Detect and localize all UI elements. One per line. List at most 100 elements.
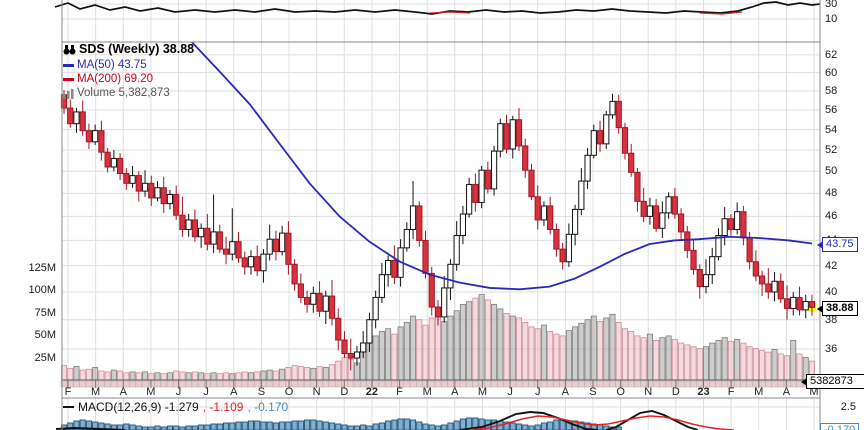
volume-bar [603, 317, 610, 381]
volume-bar [752, 348, 759, 381]
volume-bar [104, 371, 111, 381]
volume-bar [696, 348, 703, 381]
volume-bar [322, 366, 329, 381]
date-strip-tick [353, 380, 361, 388]
candle-body [360, 342, 367, 353]
last-price-callout: 38.88 [817, 301, 858, 316]
candle-body [752, 261, 759, 277]
candle-body [603, 114, 610, 145]
price-axis-label: 62 [825, 48, 838, 61]
macd-histogram-bar [534, 424, 541, 430]
price-axis-label: 48 [825, 187, 838, 200]
candle-body [484, 169, 491, 190]
volume-bar [210, 372, 217, 381]
volume-bar [391, 333, 398, 381]
date-strip-tick [521, 380, 529, 388]
macd-signal-line [467, 415, 735, 430]
macd-histogram-bar [241, 421, 248, 430]
volume-bar [223, 372, 230, 381]
candle-body [279, 232, 286, 253]
macd-histogram-bar [596, 424, 604, 430]
candle-body [671, 196, 678, 215]
candle-body [634, 171, 641, 202]
volume-bar [198, 372, 205, 381]
macd-histogram-bar [73, 420, 80, 430]
volume-bar [478, 294, 485, 381]
macd-line [459, 411, 599, 430]
volume-bar [540, 324, 547, 381]
macd-histogram-bar [117, 424, 124, 430]
macd-histogram-bar [135, 425, 142, 430]
volume-bar [621, 328, 628, 381]
macd-signal-label: , -1.109 [202, 400, 244, 414]
candle-body [353, 351, 361, 359]
candle-body [403, 228, 410, 249]
candle-body [740, 211, 747, 239]
volume-axis-label: 25M [34, 351, 56, 364]
volume-bar [765, 351, 772, 381]
macd-histogram-bar [353, 425, 361, 430]
binoculars-icon [63, 45, 76, 55]
upper-panel-axis-label: 30 [825, 0, 838, 10]
candle-body [322, 295, 329, 312]
volume-bar [665, 335, 672, 381]
volume-bar [304, 366, 311, 381]
candle-body [154, 187, 161, 199]
macd-histogram-bar [173, 425, 180, 430]
volume-bar [216, 373, 223, 381]
date-axis-label: M [809, 386, 819, 398]
macd-histogram-bar [85, 420, 92, 430]
date-axis-label: M [146, 386, 156, 398]
candle-body [266, 238, 273, 255]
candle-body [771, 280, 778, 293]
candle-body [173, 193, 180, 216]
volume-bar [123, 372, 130, 381]
ma50-label: MA(50) 43.75 [77, 59, 147, 71]
volume-bar [453, 310, 460, 381]
volume-label: Volume 5,382,873 [77, 87, 170, 99]
macd-hist-label: , -0.170 [247, 400, 289, 414]
macd-histogram-bar [478, 418, 485, 430]
candle-body [615, 100, 622, 129]
price-axis-label: 46 [825, 210, 838, 223]
date-axis-label: D [340, 386, 349, 398]
candle-body [478, 169, 485, 203]
volume-bar [385, 328, 392, 381]
volume-axis-label: 75M [34, 306, 56, 319]
macd-histogram-bar [347, 425, 354, 430]
volume-bar [484, 299, 491, 381]
macd-histogram-bar [403, 418, 410, 430]
volume-bar [740, 342, 747, 381]
candle-body [272, 238, 280, 253]
macd-histogram-bar [385, 420, 392, 430]
volume-bar [702, 346, 709, 381]
volume-axis-label: 125M [28, 261, 56, 274]
candle-body [416, 205, 423, 241]
candle-body [453, 235, 460, 265]
upper-panel-axis-label: 10 [825, 13, 838, 25]
candle-body [621, 127, 629, 154]
volume-bar [98, 370, 105, 381]
candle-body [777, 280, 784, 300]
macd-histogram-bar [397, 418, 404, 430]
volume-bar [528, 326, 535, 381]
macd-histogram-bar [590, 423, 597, 430]
volume-bar [279, 368, 286, 381]
volume-bar [378, 330, 385, 381]
date-axis-label: A [561, 386, 569, 398]
volume-bar [578, 322, 585, 381]
macd-histogram-bar [472, 417, 479, 430]
candle-body [285, 232, 292, 265]
upper-indicator-signal-line [429, 11, 471, 14]
candle-body [696, 268, 703, 288]
candle-body [702, 274, 710, 288]
volume-bar [372, 335, 379, 381]
macd-scale-label: 2.5 [840, 401, 856, 413]
volume-bar [584, 319, 591, 381]
candle-body [378, 274, 385, 298]
candle-body [67, 107, 74, 125]
candle-body [640, 200, 647, 217]
price-axis-label: 60 [825, 66, 838, 79]
macd-histogram-bar [254, 420, 261, 430]
